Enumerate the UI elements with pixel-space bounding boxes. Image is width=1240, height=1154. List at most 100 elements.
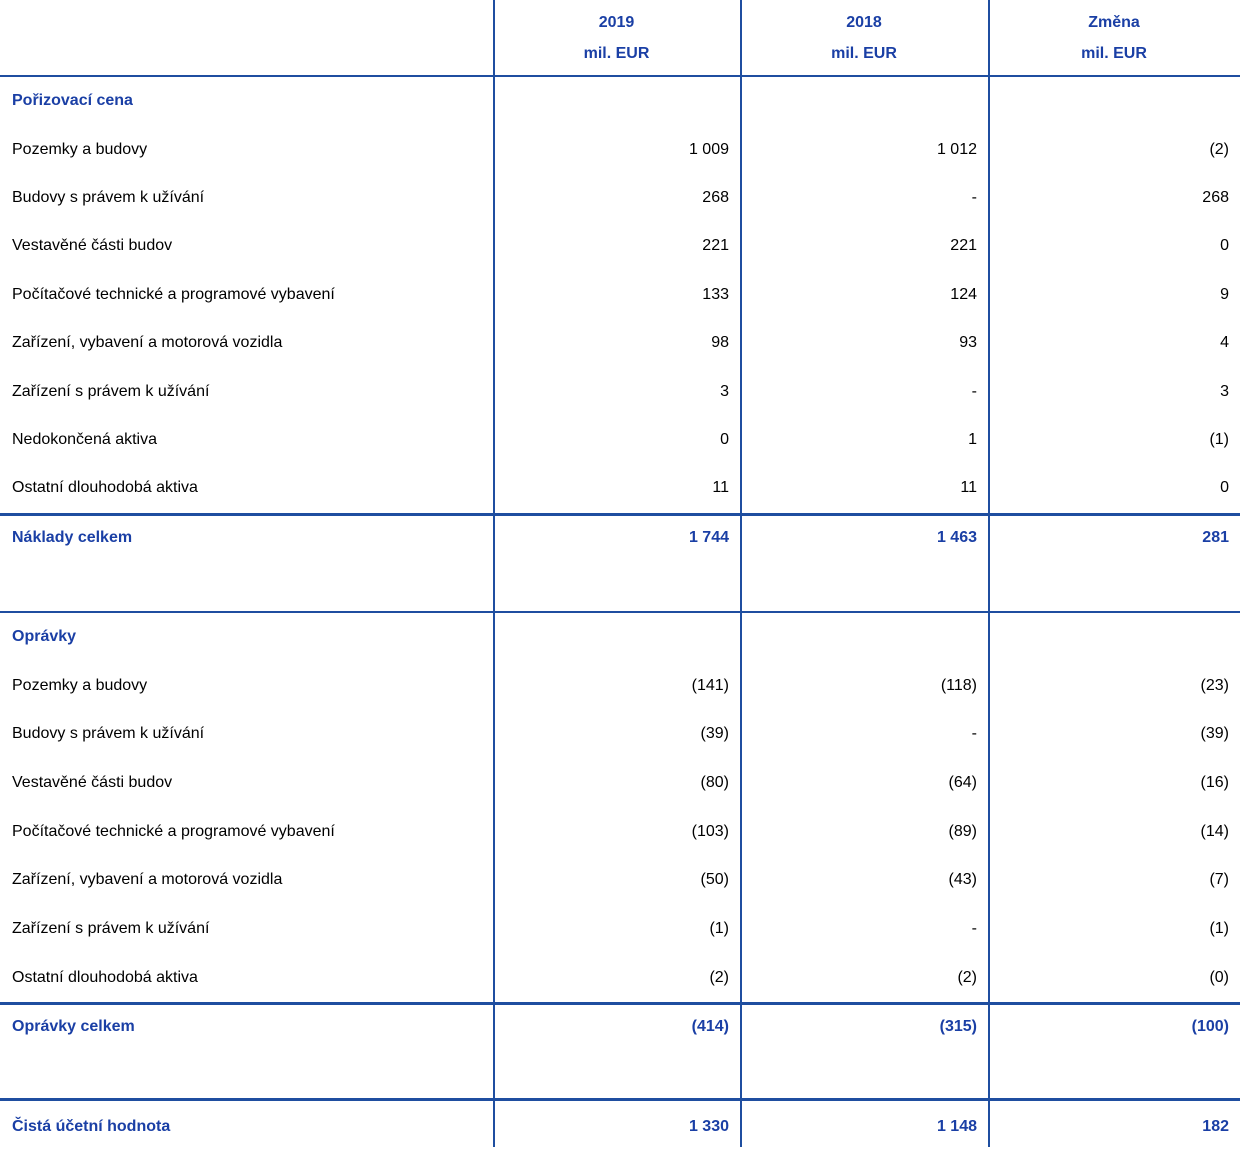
value-2018: 1 bbox=[968, 430, 977, 448]
table-row: Zařízení, vybavení a motorová vozidla (5… bbox=[0, 856, 1240, 905]
net-book-value-row: Čistá účetní hodnota 1 330 1 148 182 bbox=[0, 1101, 1240, 1153]
table-row: Počítačové technické a programové vybave… bbox=[0, 807, 1240, 856]
value-2018: 11 bbox=[960, 479, 977, 497]
value-change: (7) bbox=[1209, 871, 1229, 889]
value-2019: 221 bbox=[702, 237, 729, 255]
total-change: 281 bbox=[1202, 528, 1229, 546]
row-label: Počítačové technické a programové vybave… bbox=[12, 285, 335, 303]
value-2019: 11 bbox=[712, 479, 729, 497]
table-row: Zařízení, vybavení a motorová vozidla 98… bbox=[0, 319, 1240, 367]
total-row-depreciation: Oprávky celkem (414) (315) (100) bbox=[0, 1002, 1240, 1102]
value-2018: (89) bbox=[948, 822, 977, 840]
value-2018: (64) bbox=[948, 773, 977, 791]
row-label: Budovy s právem k užívání bbox=[12, 725, 205, 743]
table-row: Počítačové technické a programové vybave… bbox=[0, 271, 1240, 319]
table-header-row: 2019 mil. EUR 2018 mil. EUR Změna mil. E… bbox=[0, 0, 1240, 77]
value-2018: 221 bbox=[950, 237, 977, 255]
section1-title: Pořizovací cena bbox=[12, 92, 133, 110]
value-change: (0) bbox=[1209, 968, 1229, 986]
row-label: Pozemky a budovy bbox=[12, 140, 148, 158]
value-2018: - bbox=[971, 188, 977, 206]
value-change: 0 bbox=[1220, 237, 1229, 255]
total-2018: 1 463 bbox=[936, 528, 977, 546]
total-2019: 1 744 bbox=[688, 528, 729, 546]
value-2018: (118) bbox=[940, 676, 977, 694]
header-2018-year: 2018 bbox=[846, 13, 882, 31]
table-row: Ostatní dlouhodobá aktiva (2) (2) (0) bbox=[0, 953, 1240, 1002]
net-change: 182 bbox=[1202, 1118, 1229, 1136]
row-label: Budovy s právem k užívání bbox=[12, 188, 205, 206]
value-2019: 3 bbox=[720, 382, 729, 400]
value-2019: 98 bbox=[711, 334, 729, 352]
value-2019: (50) bbox=[700, 871, 729, 889]
table-row: Pozemky a budovy (141) (118) (23) bbox=[0, 661, 1240, 710]
section2-title: Oprávky bbox=[12, 627, 77, 645]
row-label: Ostatní dlouhodobá aktiva bbox=[12, 968, 198, 986]
value-2019: (1) bbox=[709, 919, 729, 937]
value-change: 0 bbox=[1220, 479, 1229, 497]
table-row: Budovy s právem k užívání 268 - 268 bbox=[0, 174, 1240, 222]
header-change-unit: mil. EUR bbox=[1081, 44, 1147, 62]
value-2018: 124 bbox=[950, 285, 977, 303]
table-row: Vestavěné části budov 221 221 0 bbox=[0, 222, 1240, 270]
value-change: 3 bbox=[1220, 382, 1229, 400]
value-2019: (39) bbox=[700, 725, 729, 743]
value-2018: (2) bbox=[957, 968, 977, 986]
total-label: Náklady celkem bbox=[12, 528, 133, 546]
total-2019: (414) bbox=[691, 1018, 729, 1036]
net-2018: 1 148 bbox=[936, 1118, 977, 1136]
value-2019: 268 bbox=[702, 188, 729, 206]
row-label: Zařízení, vybavení a motorová vozidla bbox=[12, 871, 283, 889]
header-2018-unit: mil. EUR bbox=[831, 44, 897, 62]
row-label: Ostatní dlouhodobá aktiva bbox=[12, 479, 198, 497]
table-row: Zařízení s právem k užívání 3 - 3 bbox=[0, 367, 1240, 415]
section-title-row: Oprávky bbox=[0, 613, 1240, 662]
value-2019: (2) bbox=[709, 968, 729, 986]
row-label: Vestavěné části budov bbox=[12, 237, 173, 255]
value-2019: 133 bbox=[702, 285, 729, 303]
table-row: Budovy s právem k užívání (39) - (39) bbox=[0, 710, 1240, 759]
value-change: (1) bbox=[1209, 919, 1229, 937]
table-row: Zařízení s právem k užívání (1) - (1) bbox=[0, 905, 1240, 954]
value-2018: - bbox=[971, 725, 977, 743]
row-label: Zařízení, vybavení a motorová vozidla bbox=[12, 334, 283, 352]
total-row-costs: Náklady celkem 1 744 1 463 281 bbox=[0, 512, 1240, 613]
value-2019: (141) bbox=[691, 676, 729, 694]
header-2019-year: 2019 bbox=[598, 13, 635, 31]
header-change-year: Změna bbox=[1088, 13, 1140, 31]
row-label: Vestavěné části budov bbox=[12, 773, 173, 791]
value-2018: - bbox=[971, 919, 977, 937]
value-change: (23) bbox=[1200, 676, 1229, 694]
column-divider-2 bbox=[740, 0, 742, 1147]
value-change: (1) bbox=[1209, 430, 1229, 448]
value-change: 268 bbox=[1202, 188, 1229, 206]
header-2019: 2019 mil. EUR bbox=[493, 7, 740, 69]
row-label: Nedokončená aktiva bbox=[12, 430, 157, 448]
row-label: Zařízení s právem k užívání bbox=[12, 382, 210, 400]
value-2018: 93 bbox=[959, 334, 977, 352]
table-row: Vestavěné části budov (80) (64) (16) bbox=[0, 759, 1240, 808]
value-2018: (43) bbox=[948, 871, 977, 889]
value-change: (14) bbox=[1200, 822, 1229, 840]
value-change: (16) bbox=[1200, 773, 1229, 791]
column-divider-3 bbox=[988, 0, 990, 1147]
value-2018: 1 012 bbox=[936, 140, 977, 158]
value-change: 9 bbox=[1220, 285, 1229, 303]
header-change: Změna mil. EUR bbox=[988, 7, 1240, 69]
total-2018: (315) bbox=[939, 1018, 977, 1036]
total-label: Oprávky celkem bbox=[12, 1018, 135, 1036]
value-change: (39) bbox=[1200, 725, 1229, 743]
value-change: (2) bbox=[1209, 140, 1229, 158]
row-label: Zařízení s právem k užívání bbox=[12, 919, 210, 937]
column-divider-1 bbox=[493, 0, 495, 1147]
row-label: Počítačové technické a programové vybave… bbox=[12, 822, 335, 840]
table-row: Nedokončená aktiva 0 1 (1) bbox=[0, 416, 1240, 464]
row-label: Pozemky a budovy bbox=[12, 676, 148, 694]
value-change: 4 bbox=[1220, 334, 1229, 352]
value-2018: - bbox=[971, 382, 977, 400]
header-2019-unit: mil. EUR bbox=[583, 44, 650, 62]
total-change: (100) bbox=[1191, 1018, 1229, 1036]
value-2019: (80) bbox=[700, 773, 729, 791]
value-2019: 1 009 bbox=[688, 140, 729, 158]
